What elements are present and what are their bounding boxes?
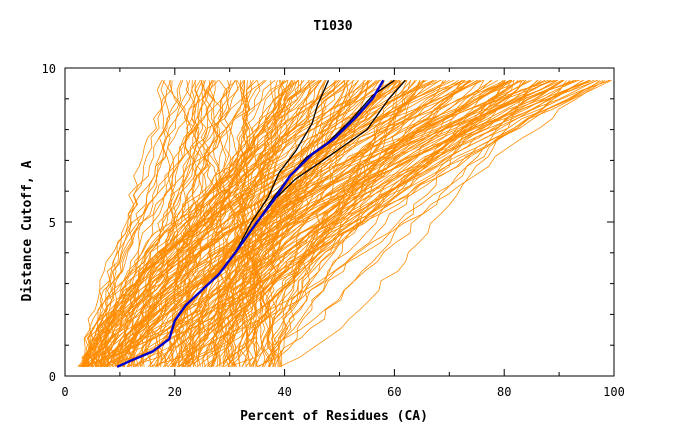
model-series-line: [228, 80, 538, 368]
model-series-group: [77, 79, 612, 368]
x-tick-label: 0: [61, 385, 68, 399]
y-tick-label: 5: [49, 216, 56, 230]
model-series-line: [82, 80, 526, 368]
model-series-line: [224, 80, 412, 368]
model-series-line: [261, 80, 527, 368]
model-series-line: [206, 80, 284, 367]
model-series-line: [142, 79, 316, 367]
model-series-line: [158, 80, 405, 367]
model-series-line: [85, 80, 239, 368]
model-series-line: [128, 80, 258, 367]
model-series-line: [181, 79, 472, 368]
model-series-line: [96, 79, 320, 368]
model-series-line: [124, 79, 471, 367]
x-tick-label: 40: [277, 385, 291, 399]
model-series-line: [82, 80, 172, 367]
x-axis-label: Percent of Residues (CA): [240, 409, 428, 424]
model-series-line: [91, 79, 455, 367]
model-series-line: [94, 80, 392, 368]
model-series-line: [236, 80, 281, 367]
model-series-line: [278, 80, 327, 367]
model-series-line: [160, 80, 416, 367]
x-tick-label: 100: [603, 385, 625, 399]
model-series-line: [94, 79, 530, 367]
model-series-line: [206, 80, 336, 368]
y-axis-label: Distance Cutoff, A: [20, 160, 35, 301]
plot-area: [77, 79, 612, 368]
model-series-line: [77, 80, 339, 368]
model-series-line: [99, 79, 355, 367]
model-series-line: [124, 80, 244, 367]
model-series-line: [141, 80, 492, 367]
model-series-line: [120, 79, 551, 367]
y-tick-label: 0: [49, 370, 56, 384]
model-series-line: [126, 80, 322, 368]
model-series-line: [197, 80, 245, 367]
model-series-line: [112, 80, 302, 368]
highlight-series-blue: [116, 79, 385, 368]
model-series-line: [250, 80, 513, 367]
model-series-line: [107, 79, 604, 368]
model-series-line: [78, 80, 214, 368]
chart-title: T1030: [313, 19, 352, 34]
model-series-line: [114, 79, 525, 368]
model-series-line: [122, 80, 417, 367]
model-series-line: [255, 80, 370, 367]
model-series-line: [83, 80, 213, 367]
highlight-series-group: [116, 79, 406, 368]
model-series-line: [222, 80, 408, 368]
model-series-line: [172, 80, 196, 367]
model-series-line: [185, 80, 365, 367]
model-series-line: [178, 80, 369, 368]
model-series-line: [149, 80, 567, 368]
model-series-line: [268, 80, 515, 367]
y-tick-label: 10: [42, 62, 56, 76]
model-series-line: [103, 80, 519, 368]
x-tick-label: 20: [168, 385, 182, 399]
model-series-line: [267, 79, 512, 368]
model-series-line: [115, 79, 350, 367]
model-series-line: [106, 79, 481, 367]
model-series-line: [256, 80, 506, 368]
model-series-line: [227, 79, 610, 367]
model-series-line: [82, 80, 322, 367]
x-tick-label: 60: [387, 385, 401, 399]
model-series-line: [80, 80, 313, 368]
model-series-line: [123, 79, 575, 368]
model-series-line: [85, 79, 470, 368]
axis-ticks: 0 20 40 60 80 100 0 5 10: [42, 62, 625, 399]
model-series-line: [188, 79, 533, 368]
model-series-line: [245, 80, 283, 367]
model-series-line: [101, 80, 293, 368]
model-series-line: [243, 80, 269, 368]
model-series-line: [187, 79, 571, 368]
model-series-line: [250, 80, 327, 368]
model-series-line: [103, 80, 321, 368]
model-series-line: [271, 80, 425, 367]
model-series-line: [99, 79, 484, 367]
model-series-line: [86, 79, 288, 367]
model-series-line: [168, 80, 277, 367]
model-series-line: [83, 80, 310, 368]
model-series-line: [180, 79, 276, 367]
model-series-line: [237, 80, 359, 367]
model-series-line: [203, 80, 354, 368]
x-tick-label: 80: [497, 385, 511, 399]
model-series-line: [202, 79, 577, 367]
model-series-line: [85, 79, 396, 367]
model-series-line: [200, 80, 258, 367]
model-series-line: [206, 79, 564, 367]
model-series-line: [95, 79, 506, 367]
model-series-line: [122, 79, 599, 367]
model-series-line: [277, 80, 425, 367]
model-series-line: [92, 79, 512, 367]
